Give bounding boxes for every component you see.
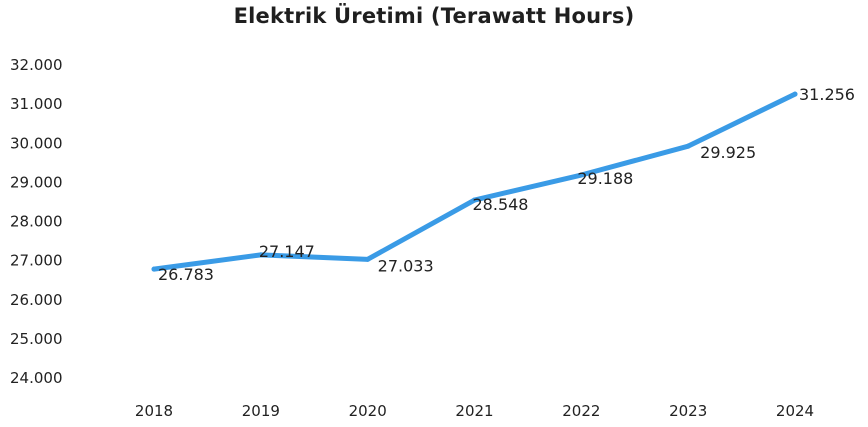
data-point: [578, 172, 584, 178]
y-tick-label: 26.000: [10, 291, 63, 309]
y-tick-label: 29.000: [10, 173, 63, 191]
data-point: [258, 252, 264, 258]
x-tick-label: 2024: [776, 402, 814, 420]
data-point: [792, 91, 798, 97]
y-tick-label: 28.000: [10, 213, 63, 231]
data-point: [151, 266, 157, 272]
data-point: [365, 256, 371, 262]
y-tick-label: 27.000: [10, 252, 63, 270]
x-tick-label: 2020: [349, 402, 387, 420]
data-point: [472, 197, 477, 203]
series-line: [151, 91, 798, 272]
data-label: 29.925: [700, 143, 756, 162]
y-tick-label: 31.000: [10, 95, 63, 113]
data-label: 27.033: [378, 256, 434, 275]
x-tick-label: 2023: [669, 402, 707, 420]
data-label: 26.783: [158, 265, 214, 284]
y-tick-label: 25.000: [10, 330, 63, 348]
data-label: 31.256: [799, 85, 855, 104]
y-tick-label: 30.000: [10, 134, 63, 152]
data-label: 29.188: [577, 169, 633, 188]
x-tick-label: 2018: [135, 402, 173, 420]
data-label: 27.147: [259, 242, 315, 261]
chart-title: Elektrik Üretimi (Terawatt Hours): [233, 4, 635, 28]
y-tick-label: 32.000: [10, 56, 63, 74]
data-point: [685, 143, 691, 149]
data-label: 28.548: [473, 195, 529, 214]
x-tick-label: 2022: [562, 402, 600, 420]
y-tick-label: 24.000: [10, 369, 63, 387]
x-tick-label: 2021: [455, 402, 493, 420]
x-tick-label: 2019: [242, 402, 280, 420]
